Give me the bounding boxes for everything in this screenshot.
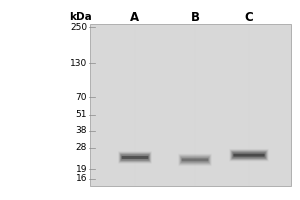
Text: C: C [244, 11, 253, 24]
FancyBboxPatch shape [182, 158, 208, 161]
Text: 28: 28 [76, 143, 87, 152]
Text: 130: 130 [70, 59, 87, 68]
FancyBboxPatch shape [231, 151, 267, 159]
FancyBboxPatch shape [180, 156, 210, 163]
Text: 16: 16 [76, 174, 87, 183]
FancyBboxPatch shape [180, 156, 210, 164]
FancyBboxPatch shape [230, 150, 268, 160]
FancyBboxPatch shape [119, 153, 151, 162]
FancyBboxPatch shape [232, 151, 266, 159]
FancyBboxPatch shape [231, 151, 267, 160]
Text: 70: 70 [76, 93, 87, 102]
Text: 19: 19 [76, 165, 87, 174]
Bar [90, 24, 291, 186]
Text: 51: 51 [76, 110, 87, 119]
FancyBboxPatch shape [121, 154, 149, 161]
FancyBboxPatch shape [233, 152, 265, 158]
FancyBboxPatch shape [120, 154, 150, 161]
FancyBboxPatch shape [121, 155, 149, 160]
FancyBboxPatch shape [233, 154, 265, 157]
Text: kDa: kDa [70, 12, 92, 22]
FancyBboxPatch shape [181, 157, 209, 163]
FancyBboxPatch shape [122, 156, 148, 159]
Text: A: A [130, 11, 140, 24]
FancyBboxPatch shape [232, 152, 266, 158]
FancyBboxPatch shape [119, 152, 151, 162]
FancyBboxPatch shape [120, 154, 150, 161]
FancyBboxPatch shape [232, 152, 266, 159]
Text: 38: 38 [76, 126, 87, 135]
Text: B: B [190, 11, 200, 24]
Text: 250: 250 [70, 23, 87, 32]
FancyBboxPatch shape [181, 157, 209, 163]
FancyBboxPatch shape [230, 150, 268, 161]
FancyBboxPatch shape [120, 153, 150, 162]
FancyBboxPatch shape [180, 156, 210, 164]
